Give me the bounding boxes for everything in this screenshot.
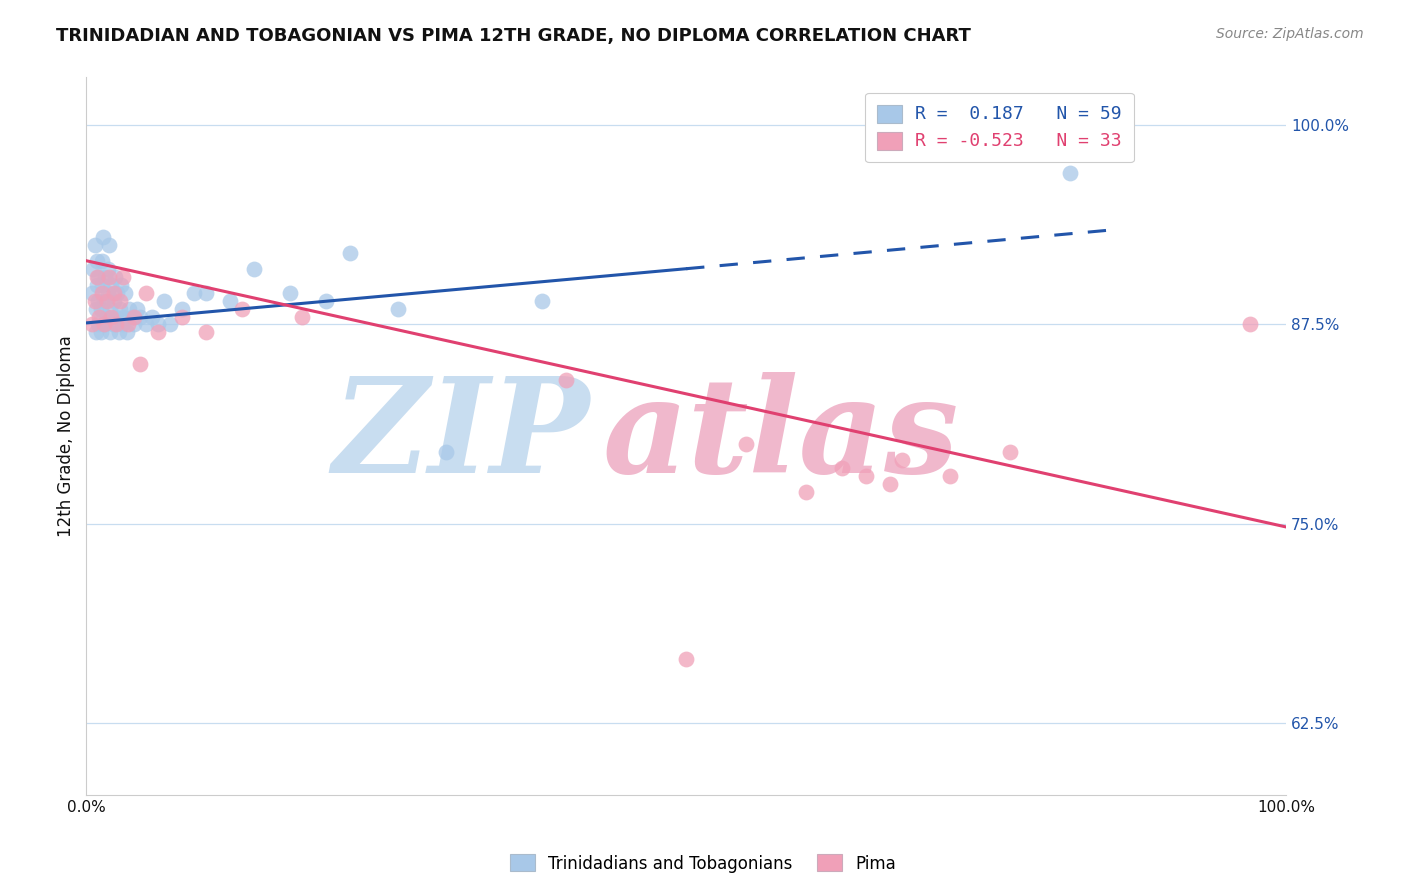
- Point: [115, 326, 138, 340]
- Point: [114, 285, 136, 300]
- Point: [83, 293, 105, 308]
- Point: [90, 301, 112, 316]
- Point: [104, 269, 127, 284]
- Point: [82, 261, 104, 276]
- Point: [108, 301, 131, 316]
- Point: [118, 301, 141, 316]
- Point: [124, 318, 146, 332]
- Text: atlas: atlas: [602, 372, 959, 500]
- Point: [129, 357, 152, 371]
- Point: [97, 285, 120, 300]
- Point: [83, 237, 105, 252]
- Point: [135, 318, 157, 332]
- Point: [112, 269, 135, 284]
- Point: [148, 326, 170, 340]
- Point: [98, 237, 121, 252]
- Point: [124, 310, 146, 324]
- Point: [998, 445, 1021, 459]
- Point: [97, 261, 120, 276]
- Point: [107, 326, 129, 340]
- Point: [531, 293, 554, 308]
- Point: [98, 326, 121, 340]
- Point: [1059, 166, 1081, 180]
- Point: [100, 277, 122, 292]
- Point: [91, 230, 114, 244]
- Point: [90, 277, 112, 292]
- Point: [87, 318, 110, 332]
- Point: [121, 310, 143, 324]
- Point: [110, 277, 132, 292]
- Legend: R =  0.187   N = 59, R = -0.523   N = 33: R = 0.187 N = 59, R = -0.523 N = 33: [865, 93, 1133, 162]
- Point: [939, 469, 962, 483]
- Point: [339, 245, 361, 260]
- Point: [87, 293, 110, 308]
- Point: [387, 301, 409, 316]
- Point: [172, 310, 194, 324]
- Point: [98, 301, 121, 316]
- Point: [90, 326, 112, 340]
- Point: [96, 310, 118, 324]
- Point: [84, 326, 107, 340]
- Point: [93, 318, 115, 332]
- Point: [87, 269, 110, 284]
- Point: [89, 310, 111, 324]
- Point: [891, 453, 914, 467]
- Point: [129, 310, 152, 324]
- Point: [93, 318, 115, 332]
- Point: [172, 301, 194, 316]
- Text: ZIP: ZIP: [333, 372, 591, 500]
- Point: [90, 285, 112, 300]
- Point: [93, 293, 115, 308]
- Point: [96, 293, 118, 308]
- Point: [159, 318, 181, 332]
- Point: [219, 293, 242, 308]
- Point: [84, 301, 107, 316]
- Point: [879, 476, 901, 491]
- Point: [107, 285, 129, 300]
- Point: [243, 261, 266, 276]
- Point: [101, 318, 124, 332]
- Point: [735, 437, 758, 451]
- Point: [111, 318, 134, 332]
- Point: [183, 285, 205, 300]
- Point: [108, 293, 131, 308]
- Point: [195, 326, 218, 340]
- Point: [100, 310, 122, 324]
- Y-axis label: 12th Grade, No Diploma: 12th Grade, No Diploma: [58, 335, 75, 537]
- Point: [98, 269, 121, 284]
- Point: [82, 285, 104, 300]
- Point: [291, 310, 314, 324]
- Point: [278, 285, 301, 300]
- Point: [103, 293, 125, 308]
- Point: [135, 285, 157, 300]
- Point: [86, 253, 108, 268]
- Legend: Trinidadians and Tobagonians, Pima: Trinidadians and Tobagonians, Pima: [503, 847, 903, 880]
- Point: [195, 285, 218, 300]
- Point: [105, 318, 128, 332]
- Point: [90, 253, 112, 268]
- Point: [94, 269, 117, 284]
- Text: TRINIDADIAN AND TOBAGONIAN VS PIMA 12TH GRADE, NO DIPLOMA CORRELATION CHART: TRINIDADIAN AND TOBAGONIAN VS PIMA 12TH …: [56, 27, 972, 45]
- Point: [82, 318, 104, 332]
- Point: [148, 318, 170, 332]
- Point: [117, 318, 139, 332]
- Point: [315, 293, 337, 308]
- Point: [103, 285, 125, 300]
- Point: [86, 277, 108, 292]
- Point: [141, 310, 163, 324]
- Point: [125, 301, 148, 316]
- Point: [231, 301, 253, 316]
- Point: [112, 310, 135, 324]
- Point: [105, 310, 128, 324]
- Point: [153, 293, 176, 308]
- Point: [86, 269, 108, 284]
- Point: [434, 445, 457, 459]
- Point: [1239, 318, 1261, 332]
- Text: Source: ZipAtlas.com: Source: ZipAtlas.com: [1216, 27, 1364, 41]
- Point: [675, 652, 697, 666]
- Point: [855, 469, 877, 483]
- Point: [555, 373, 578, 387]
- Point: [794, 484, 817, 499]
- Point: [831, 461, 853, 475]
